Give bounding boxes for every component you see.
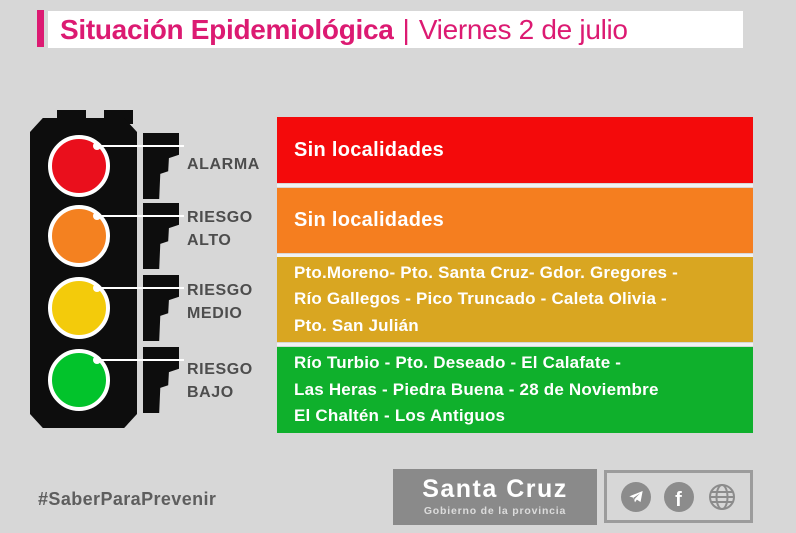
facebook-f-glyph: f [675,488,682,511]
traffic-light-visor [143,347,179,413]
label-riesgo-bajo: RIESGO BAJO [187,361,253,402]
logo-title: Santa Cruz [422,475,568,503]
logo-subtitle: Gobierno de la provincia [423,505,567,517]
globe-icon[interactable] [707,482,737,512]
label-riesgo-medio: RIESGO MEDIO [187,282,253,323]
callout-line [96,287,184,289]
bar-separator [277,253,753,257]
facebook-icon[interactable]: f [663,481,694,512]
medium-risk-bar: Pto.Moreno- Pto. Santa Cruz- Gdor. Grego… [277,257,753,342]
high-risk-bar: Sin localidades [277,188,753,253]
label-riesgo-alto: RIESGO ALTO [187,209,253,250]
label-alarma: ALARMA [187,156,260,173]
santa-cruz-logo: Santa Cruz Gobierno de la provincia [393,469,597,525]
traffic-light-visor [143,275,179,341]
page-title: Situación Epidemiológica | Viernes 2 de … [48,11,743,48]
bar-separator [277,343,753,346]
title-accent-bar [37,10,44,47]
medium-risk-light [48,277,110,339]
page-title-text: Situación Epidemiológica [60,13,394,45]
title-date: Viernes 2 de julio [418,13,628,45]
alarm-bar: Sin localidades [277,117,753,183]
traffic-light-visor [143,203,179,269]
bar-separator [277,184,753,187]
callout-line [96,145,184,147]
callout-line [96,359,184,361]
traffic-light-visor [143,133,179,199]
callout-line [96,215,184,217]
telegram-icon[interactable] [620,481,651,512]
title-separator: | [402,13,410,45]
paper-plane-glyph [628,490,643,502]
hashtag-text: #SaberParaPrevenir [38,489,217,509]
low-risk-bar: Río Turbio - Pto. Deseado - El Calafate … [277,347,753,433]
social-links-box: f [604,470,753,523]
traffic-light-divider [138,118,141,428]
